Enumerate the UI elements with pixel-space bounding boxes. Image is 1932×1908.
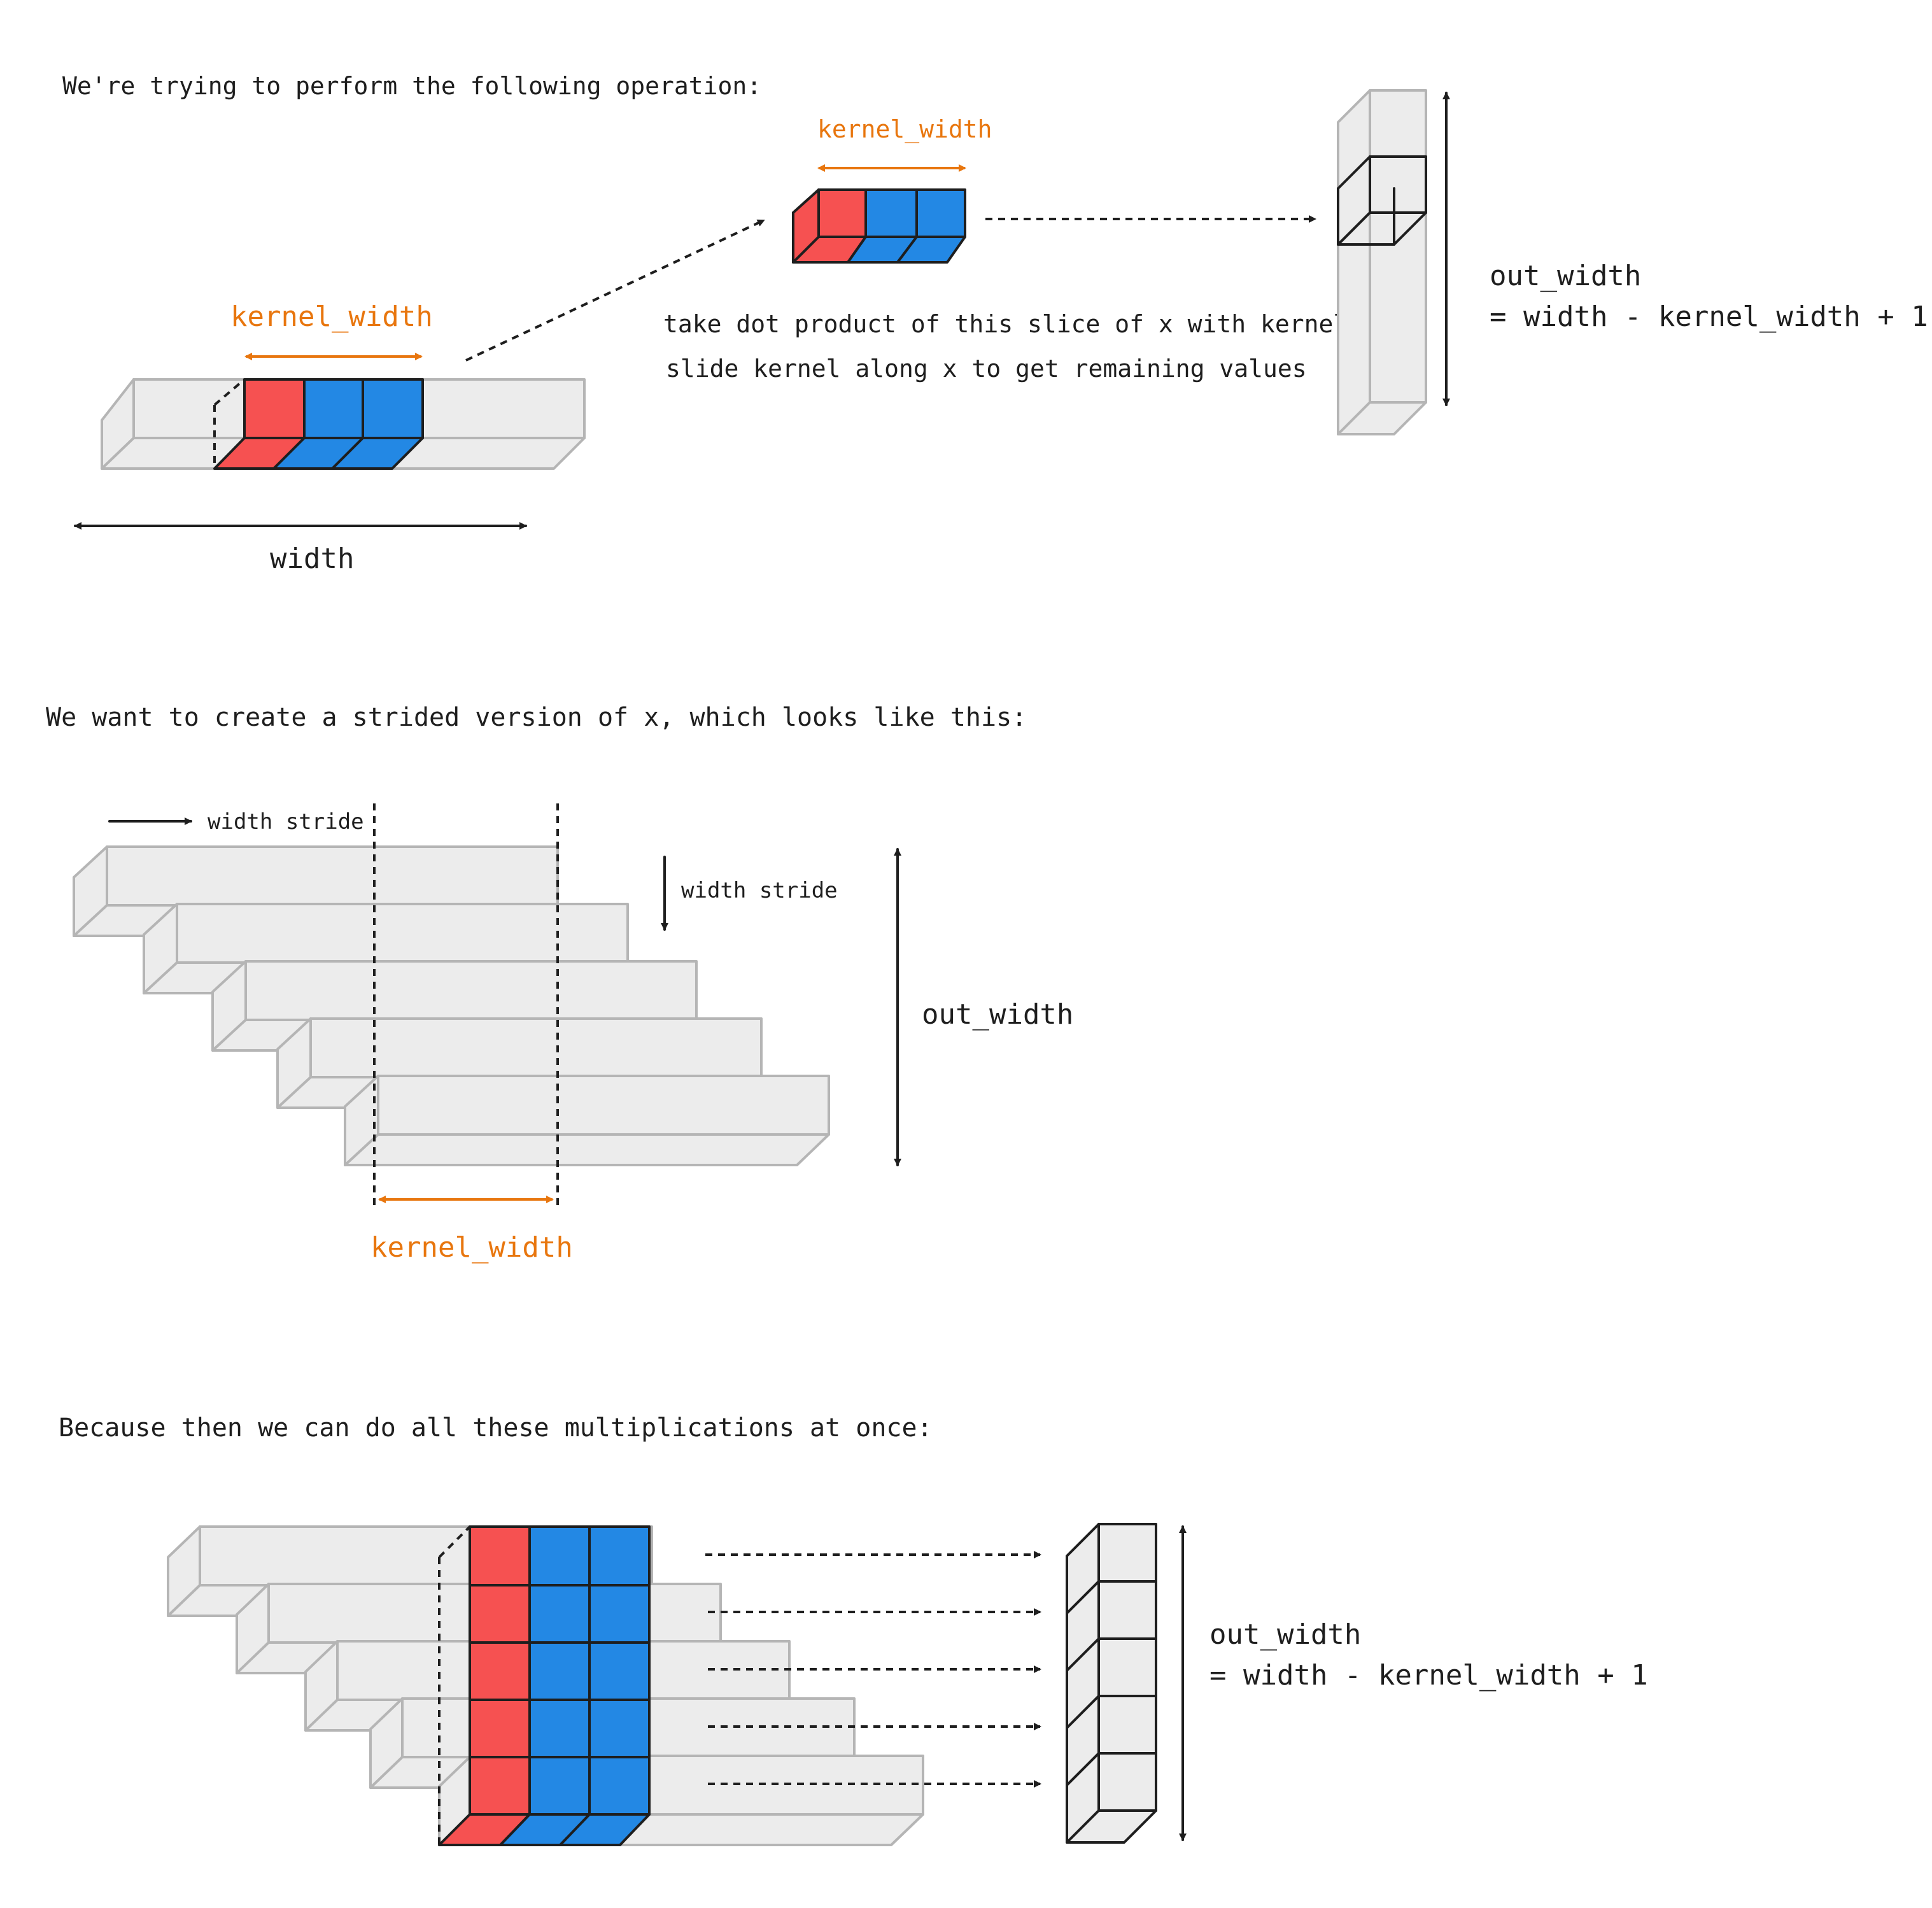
output-column (1338, 90, 1426, 434)
section1-heading: We're trying to perform the following op… (62, 72, 761, 100)
section2-heading: We want to create a strided version of x… (46, 703, 1027, 732)
kernel-width-label-kernel: kernel_width (817, 115, 992, 144)
width-stride-label-vertical: width stride (681, 878, 838, 903)
section3-heading: Because then we can do all these multipl… (59, 1413, 933, 1443)
out-width-formula-1: = width - kernel_width + 1 (1490, 300, 1928, 333)
out-width-label-1: out_width (1490, 260, 1641, 292)
note-line2: slide kernel along x to get remaining va… (666, 355, 1307, 383)
out-width-label-2: out_width (922, 998, 1073, 1031)
out-width-formula-3: = width - kernel_width + 1 (1209, 1659, 1648, 1692)
slice-to-kernel-arrow (466, 220, 764, 360)
kernel-width-label-strided: kernel_width (370, 1231, 573, 1264)
output-column-batched (1067, 1524, 1156, 1842)
width-label: width (270, 542, 354, 575)
note-line1: take dot product of this slice of x with… (663, 310, 1348, 338)
strided-x-with-kernel (168, 1527, 923, 1845)
input-kernel-slice (215, 379, 423, 469)
width-stride-label-horizontal: width stride (208, 809, 364, 835)
kernel (793, 190, 965, 262)
out-width-label-3: out_width (1209, 1618, 1361, 1651)
strided-row-5 (345, 1076, 829, 1165)
kernel-width-label-input: kernel_width (230, 300, 433, 333)
